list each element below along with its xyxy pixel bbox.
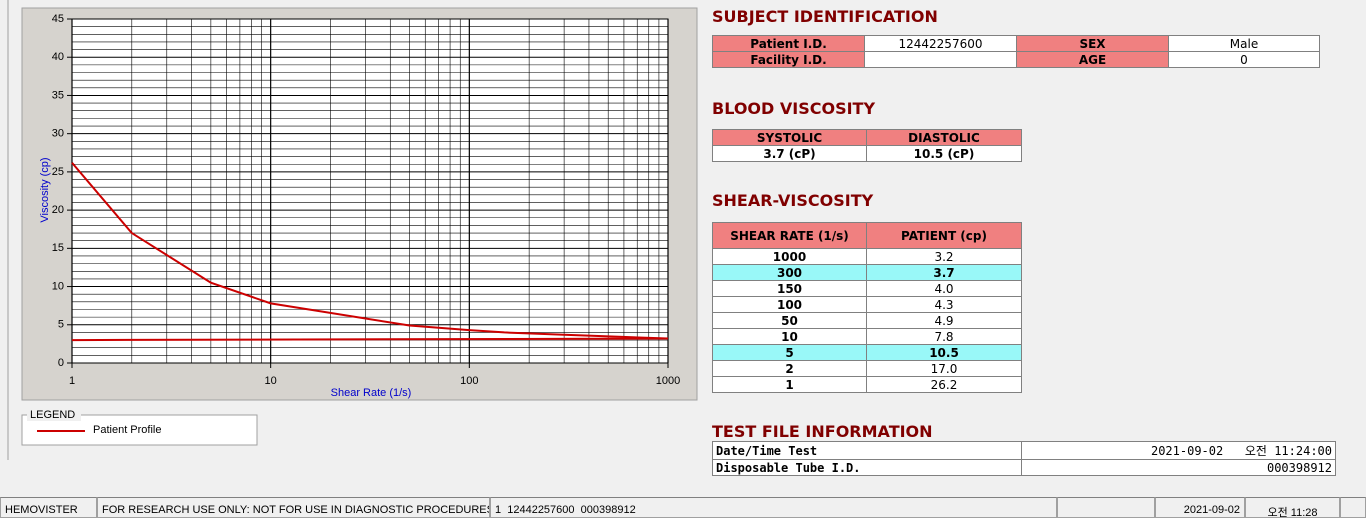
y-tick-label: 30: [52, 128, 64, 140]
value: 0: [1168, 51, 1320, 68]
y-tick-label: 35: [52, 89, 64, 101]
label: Patient I.D.: [712, 35, 865, 52]
value: 17.0: [866, 360, 1022, 377]
header: PATIENT (cp): [866, 222, 1022, 249]
row: 50 4.9: [712, 312, 1022, 329]
value: 10.5: [866, 344, 1022, 361]
test-table: Date/Time Test 2021-09-02 오전 11:24:00 Dis…: [712, 441, 1336, 476]
y-tick-label: 15: [52, 242, 64, 254]
header: SHEAR RATE (1/s): [712, 222, 867, 249]
y-tick-label: 0: [58, 357, 64, 369]
value: 4.9: [866, 312, 1022, 329]
status-cell: [1340, 497, 1366, 518]
value: 3.2: [866, 248, 1022, 265]
value: 3.7 (cP): [712, 145, 867, 162]
status-cell: 오전 11:28: [1245, 497, 1340, 518]
header: DIASTOLIC: [866, 129, 1022, 146]
shear-rate: 1000: [712, 248, 867, 265]
shear-table: SHEAR RATE (1/s) PATIENT (cp) 1000 3.2 300 3…: [712, 222, 1022, 393]
y-tick-label: 10: [52, 280, 64, 292]
value: 26.2: [866, 376, 1022, 393]
row: 1000 3.2: [712, 248, 1022, 265]
status-cell: 1 12442257600 000398912: [490, 497, 1057, 518]
label: AGE: [1016, 51, 1169, 68]
x-axis-label: Shear Rate (1/s): [331, 387, 412, 399]
shear-rate: 300: [712, 264, 867, 281]
x-tick-label: 100: [460, 375, 478, 387]
chart: Viscosity (cp) Shear Rate (1/s) LEGEND P…: [7, 0, 698, 460]
y-tick-label: 45: [52, 13, 64, 25]
row: 10 7.8: [712, 328, 1022, 345]
x-tick-label: 1000: [656, 375, 680, 387]
value: Male: [1168, 35, 1320, 52]
value: 4.0: [866, 280, 1022, 297]
value: 000398912: [1021, 459, 1336, 476]
shear-rate: 2: [712, 360, 867, 377]
subject-table: Patient I.D. 12442257600 SEX Male Facility …: [712, 35, 1320, 68]
label: Date/Time Test: [712, 441, 1022, 460]
shear-rate: 100: [712, 296, 867, 313]
value: [864, 51, 1017, 68]
y-tick-label: 20: [52, 204, 64, 216]
status-cell: 2021-09-02: [1155, 497, 1245, 518]
value: 3.7: [866, 264, 1022, 281]
status-bar: HEMOVISTER FOR RESEARCH USE ONLY: NOT FO…: [0, 497, 1366, 518]
row: 100 4.3: [712, 296, 1022, 313]
series-line: [71, 337, 669, 342]
row: 150 4.0: [712, 280, 1022, 297]
row: 300 3.7: [712, 264, 1022, 281]
y-tick-label: 25: [52, 166, 64, 178]
section-title: TEST FILE INFORMATION: [712, 422, 933, 441]
section-title: SUBJECT IDENTIFICATION: [712, 7, 938, 26]
y-axis-label: Viscosity (cp): [39, 157, 51, 222]
blood-table: SYSTOLIC DIASTOLIC 3.7 (cP) 10.5 (cP): [712, 129, 1022, 162]
shear-rate: 10: [712, 328, 867, 345]
value: 7.8: [866, 328, 1022, 345]
status-cell: FOR RESEARCH USE ONLY: NOT FOR USE IN DI…: [97, 497, 490, 518]
status-cell: [1057, 497, 1155, 518]
header: SYSTOLIC: [712, 129, 867, 146]
row: 2 17.0: [712, 360, 1022, 377]
value: 4.3: [866, 296, 1022, 313]
label: Disposable Tube I.D.: [712, 459, 1022, 476]
value: 2021-09-02 오전 11:24:00: [1021, 441, 1336, 460]
legend-title: LEGEND: [30, 409, 75, 421]
row: 1 26.2: [712, 376, 1022, 393]
series-line: [71, 162, 669, 340]
legend-title-bg: [27, 409, 81, 421]
shear-rate: 5: [712, 344, 867, 361]
value: 12442257600: [864, 35, 1017, 52]
section-title: SHEAR-VISCOSITY: [712, 191, 874, 210]
shear-rate: 1: [712, 376, 867, 393]
shear-rate: 50: [712, 312, 867, 329]
value: 10.5 (cP): [866, 145, 1022, 162]
row: 5 10.5: [712, 344, 1022, 361]
y-tick-label: 40: [52, 51, 64, 63]
plot-frame: [71, 18, 669, 364]
status-cell: HEMOVISTER: [0, 497, 97, 518]
plot-area: [72, 19, 668, 363]
section-title: BLOOD VISCOSITY: [712, 99, 876, 118]
shear-rate: 150: [712, 280, 867, 297]
label: Facility I.D.: [712, 51, 865, 68]
label: SEX: [1016, 35, 1169, 52]
y-tick-label: 5: [58, 319, 64, 331]
legend-label: Patient Profile: [93, 424, 161, 436]
x-tick-label: 1: [69, 375, 75, 387]
x-tick-label: 10: [265, 375, 277, 387]
